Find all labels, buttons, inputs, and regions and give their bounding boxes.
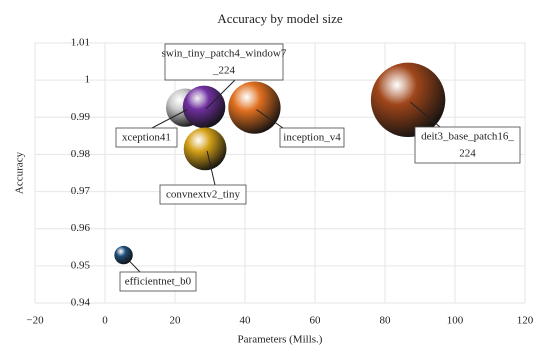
leader-line <box>256 109 284 129</box>
y-tick-label: 0.94 <box>71 297 91 309</box>
label-box <box>414 126 521 164</box>
y-axis-label: Accuracy <box>14 151 26 194</box>
label-box <box>164 43 284 81</box>
bubble-label: swin_tiny_patch4_window7 <box>162 48 287 60</box>
x-tick-label: 80 <box>380 315 392 327</box>
y-tick-label: 0.96 <box>71 222 91 234</box>
y-tick-label: 0.99 <box>71 111 91 123</box>
label-box <box>119 271 197 292</box>
label-box <box>115 127 178 148</box>
x-tick-label: 20 <box>170 315 182 327</box>
label-box <box>159 184 247 205</box>
bubble-label: inception_v4 <box>283 132 341 144</box>
leader-line <box>206 150 216 186</box>
x-tick-label: 60 <box>310 315 322 327</box>
bubble-label: xception41 <box>122 132 171 144</box>
x-tick-label: 40 <box>240 315 252 327</box>
bubble <box>228 81 281 134</box>
x-axis-label: Parameters (Mills.) <box>238 334 323 346</box>
bubble-label: _224 <box>212 65 236 77</box>
y-tick-label: 1 <box>85 74 91 86</box>
x-tick-label: −20 <box>26 315 44 327</box>
bubble <box>182 85 226 129</box>
chart-title: Accuracy by model size <box>217 11 342 26</box>
x-tick-label: 120 <box>517 315 534 327</box>
bubble <box>183 127 227 171</box>
bubble-label: efficientnet_b0 <box>125 276 192 288</box>
leader-line <box>205 79 236 110</box>
bubble-label: convnextv2_tiny <box>166 189 240 201</box>
bubble-label: deit3_base_patch16_ <box>421 131 514 143</box>
label-box <box>279 127 345 148</box>
leader-line <box>125 256 141 273</box>
x-tick-label: 0 <box>102 315 108 327</box>
y-tick-label: 0.98 <box>71 148 91 160</box>
y-tick-label: 0.97 <box>71 185 91 197</box>
leader-line <box>151 109 188 129</box>
y-tick-label: 0.95 <box>71 259 91 271</box>
bubble <box>370 62 446 138</box>
leader-line <box>409 101 441 128</box>
bubble-label: 224 <box>459 148 476 160</box>
x-tick-label: 100 <box>447 315 464 327</box>
y-tick-label: 1.01 <box>71 37 90 49</box>
